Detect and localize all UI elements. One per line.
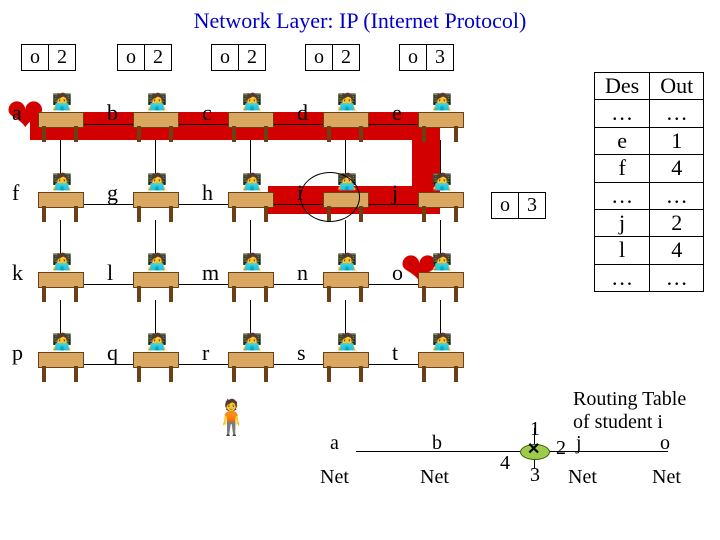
student-desk: 🧑‍💻 xyxy=(30,270,90,320)
node-label: n xyxy=(297,260,308,286)
node-label: p xyxy=(12,340,23,366)
student-desk: 🧑‍💻 xyxy=(125,350,185,400)
packet: o2 xyxy=(118,44,172,71)
student-desk: 🧑‍💻 xyxy=(125,110,185,160)
student-desk: 🧑‍💻 xyxy=(410,110,470,160)
student-desk: 🧑‍💻 xyxy=(315,270,375,320)
packet: o2 xyxy=(212,44,266,71)
node-label: r xyxy=(202,340,209,366)
student-desk: 🧑‍💻 xyxy=(410,270,470,320)
student-desk: 🧑‍💻 xyxy=(220,110,280,160)
node-label: b xyxy=(107,100,118,126)
port-label: 1 xyxy=(530,418,540,441)
student-desk: 🧑‍💻 xyxy=(220,350,280,400)
student-desk: 🧑‍💻 xyxy=(315,110,375,160)
packet: o2 xyxy=(22,44,76,71)
net-label: Net xyxy=(568,466,597,489)
router-node-icon: ✕ xyxy=(520,444,550,460)
node-label: q xyxy=(107,340,118,366)
highlight-circle xyxy=(300,172,360,222)
routing-table: DesOut……e1f4……j2l4…… xyxy=(594,72,704,292)
student-desk: 🧑‍💻 xyxy=(220,190,280,240)
port-label: 2 xyxy=(556,437,566,460)
student-desk: 🧑‍💻 xyxy=(30,190,90,240)
node-label: t xyxy=(392,340,398,366)
port-label: 3 xyxy=(530,464,540,487)
student-desk: 🧑‍💻 xyxy=(315,350,375,400)
node-label: j xyxy=(392,180,398,206)
node-label: a xyxy=(12,100,22,126)
student-desk: 🧑‍💻 xyxy=(125,190,185,240)
slide-title: Network Layer: IP (Internet Protocol) xyxy=(0,8,720,34)
legend-edge xyxy=(548,451,668,452)
port-label: 4 xyxy=(500,452,510,475)
packet: o3 xyxy=(492,192,546,219)
legend-char: a xyxy=(330,432,339,455)
student-desk: 🧑‍💻 xyxy=(30,110,90,160)
net-label: Net xyxy=(320,466,349,489)
net-label: Net xyxy=(652,466,681,489)
node-label: c xyxy=(202,100,212,126)
node-label: d xyxy=(297,100,308,126)
student-desk: 🧑‍💻 xyxy=(30,350,90,400)
packet: o2 xyxy=(306,44,360,71)
routing-table-caption: Routing Tableof student i xyxy=(573,388,686,434)
node-label: e xyxy=(392,100,402,126)
person-icon: 🧍 xyxy=(210,398,252,438)
node-label: k xyxy=(12,260,23,286)
student-desk: 🧑‍💻 xyxy=(410,350,470,400)
packet: o3 xyxy=(400,44,454,71)
node-label: h xyxy=(202,180,213,206)
student-desk: 🧑‍💻 xyxy=(125,270,185,320)
node-label: f xyxy=(12,180,19,206)
net-label: Net xyxy=(420,466,449,489)
node-label: m xyxy=(202,260,219,286)
node-label: o xyxy=(392,260,403,286)
node-label: s xyxy=(297,340,306,366)
student-desk: 🧑‍💻 xyxy=(410,190,470,240)
student-desk: 🧑‍💻 xyxy=(220,270,280,320)
node-label: l xyxy=(107,260,113,286)
node-label: g xyxy=(107,180,118,206)
legend-edge xyxy=(356,451,520,452)
